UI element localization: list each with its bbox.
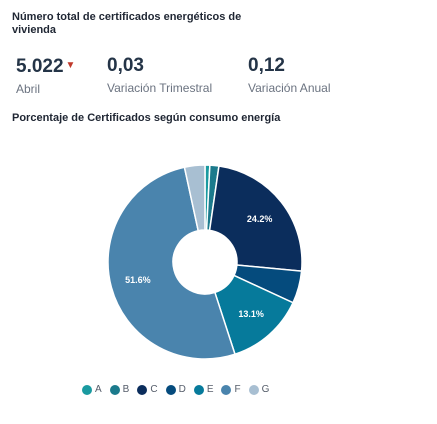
donut-chart: 24.2% 13.1% 51.6%: [107, 164, 303, 360]
donut-slice-C[interactable]: [208, 165, 303, 272]
kpi-quarterly-variation: 0,03 Variación Trimestral: [107, 55, 212, 95]
legend-swatch: [221, 384, 232, 395]
chart-section-title: Porcentaje de Certificados según consumo…: [12, 112, 281, 124]
legend-item-G[interactable]: G: [248, 384, 270, 395]
legend-label: C: [150, 384, 158, 395]
data-label-E: 13.1%: [238, 309, 264, 319]
kpi-section-title: Número total de certificados energéticos…: [12, 11, 242, 36]
legend-swatch: [109, 384, 120, 395]
legend-label: B: [122, 384, 130, 395]
data-label-F: 51.6%: [125, 275, 151, 285]
legend-label: G: [261, 384, 270, 395]
kpi-total-certificates: 5.022 ▼ Abril: [16, 55, 75, 96]
kpi-total-value: 5.022: [16, 56, 64, 77]
legend-item-A[interactable]: A: [82, 384, 102, 395]
legend-item-B[interactable]: B: [109, 384, 130, 395]
kpi-quarterly-label: Variación Trimestral: [107, 81, 213, 95]
legend-item-C[interactable]: C: [137, 384, 158, 395]
legend-label: F: [234, 384, 241, 395]
data-label-C: 24.2%: [247, 214, 273, 224]
legend-swatch: [248, 384, 259, 395]
trend-down-icon: ▼: [65, 60, 76, 71]
legend-swatch: [193, 384, 204, 395]
legend-item-F[interactable]: F: [221, 384, 241, 395]
kpi-annual-value: 0,12: [248, 55, 285, 76]
legend-swatch: [137, 384, 148, 395]
donut-slice-F[interactable]: [107, 166, 236, 360]
kpi-annual-variation: 0,12 Variación Anual: [248, 55, 331, 95]
legend-swatch: [82, 384, 92, 395]
legend-item-D[interactable]: D: [165, 384, 186, 395]
legend-label: E: [206, 384, 214, 395]
legend-label: D: [178, 384, 186, 395]
legend-swatch: [165, 384, 176, 395]
kpi-total-label: Abril: [16, 82, 41, 96]
kpi-annual-label: Variación Anual: [248, 81, 331, 95]
legend-label: A: [95, 384, 102, 395]
kpi-quarterly-value: 0,03: [107, 55, 144, 76]
donut-slice-G[interactable]: [183, 164, 206, 232]
chart-legend: A B C D E F G: [82, 384, 277, 395]
legend-item-E[interactable]: E: [193, 384, 214, 395]
